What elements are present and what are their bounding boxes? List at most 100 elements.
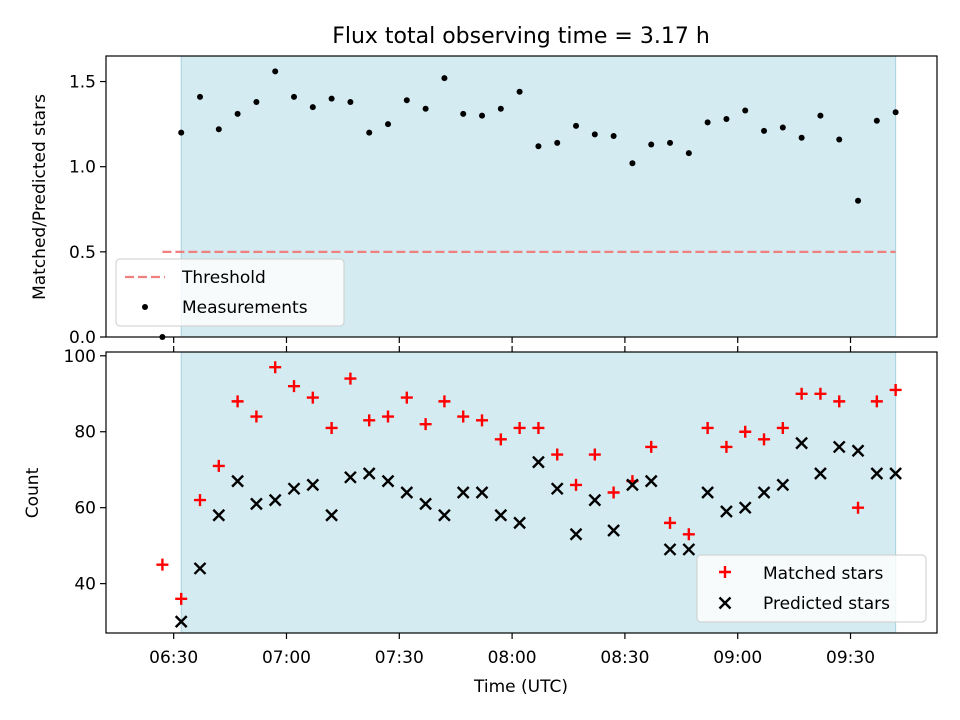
measurement-point (441, 75, 448, 82)
matched-star-point (494, 433, 507, 446)
predicted-star-point (475, 486, 489, 499)
matched-star-point (701, 421, 714, 434)
measurement-point (648, 141, 655, 148)
matched-star-point (588, 448, 601, 461)
y-tick-label-top: 1.0 (69, 158, 96, 178)
matched-star-point (175, 592, 188, 605)
legend-bottom: Matched stars Predicted stars (696, 554, 927, 623)
legend-measurement-label: Measurements (182, 298, 308, 318)
predicted-star-point (438, 508, 451, 522)
matched-star-point (551, 448, 564, 461)
predicted-star-point (720, 505, 733, 518)
predicted-star-point (550, 482, 564, 496)
matched-star-point (682, 528, 695, 541)
y-tick-label-bottom: 60 (74, 499, 96, 519)
measurement-point (535, 143, 542, 150)
predicted-star-point (513, 516, 526, 530)
legend-predicted-swatch (718, 596, 732, 610)
matched-star-point (870, 395, 883, 408)
measurement-point (779, 124, 786, 131)
predicted-star-point (644, 474, 658, 488)
x-tick-label: 07:30 (375, 648, 424, 668)
predicted-star-point (814, 467, 827, 480)
measurement-point (366, 129, 373, 136)
predicted-star-point (494, 508, 508, 522)
matched-star-point (306, 391, 319, 404)
measurement-point (215, 126, 222, 133)
predicted-star-point (532, 455, 545, 469)
y-tick-label-bottom: 80 (74, 423, 96, 443)
matched-star-point (532, 421, 545, 434)
predicted-star-point (663, 543, 677, 556)
predicted-star-point (569, 527, 583, 541)
legend-top: Threshold Measurements (115, 258, 345, 327)
measurement-point (554, 139, 561, 146)
matched-star-point (325, 421, 338, 434)
predicted-star-point (626, 478, 639, 492)
predicted-star-point (250, 497, 263, 511)
chart-title: Flux total observing time = 3.17 h (332, 24, 710, 49)
legend-predicted-label: Predicted stars (763, 594, 890, 614)
measurement-point (272, 68, 279, 75)
predicted-star-point (795, 436, 808, 450)
measurement-point (629, 160, 636, 167)
top-plot-frame (105, 55, 938, 338)
measurement-point (197, 93, 204, 100)
predicted-star-point (870, 467, 884, 480)
matched-star-point (288, 380, 301, 393)
matched-star-point (889, 383, 902, 396)
measurement-point (873, 117, 880, 124)
predicted-star-point (456, 486, 470, 499)
matched-star-point (457, 410, 470, 423)
y-axis-label-bottom: Count (23, 467, 43, 518)
predicted-star-point (174, 615, 188, 628)
predicted-star-point (193, 562, 207, 575)
matched-star-point (194, 494, 207, 507)
measurement-point (253, 98, 260, 105)
x-tick-label: 09:00 (713, 648, 762, 668)
predicted-star-point (344, 470, 357, 484)
matched-star-point (438, 395, 451, 408)
measurement-point (573, 122, 580, 129)
measurement-point (817, 112, 824, 119)
predicted-star-point (306, 478, 320, 492)
y-tick-label-top: 0.0 (69, 328, 96, 348)
measurement-point (685, 150, 692, 157)
bottom-panel: 40 60 80 100 06:30 07:00 07:30 08:00 08:30 09:00 0… (64, 346, 938, 668)
x-tick-label: 09:30 (826, 648, 875, 668)
matched-star-point (250, 410, 263, 423)
legend-bottom-box (696, 554, 927, 623)
matched-star-point (814, 387, 827, 400)
matched-star-point (344, 372, 357, 385)
matched-star-point (513, 421, 526, 434)
predicted-star-point (889, 467, 902, 480)
predicted-star-point (588, 493, 602, 507)
matched-star-point (833, 395, 846, 408)
legend-matched-swatch (719, 566, 731, 578)
measurement-point (385, 121, 392, 128)
matched-star-point (400, 391, 413, 404)
measurement-point (497, 105, 504, 112)
matched-star-point (607, 486, 620, 499)
measurement-point (422, 105, 429, 112)
legend-measurement-swatch (142, 304, 148, 310)
predicted-star-point (212, 508, 226, 522)
measurement-point (742, 107, 749, 114)
matched-star-point (156, 558, 169, 571)
x-tick-label: 08:30 (600, 648, 649, 668)
x-tick-label: 06:30 (149, 648, 198, 668)
measurement-point (516, 88, 523, 95)
top-panel: 0.0 0.5 1.0 1.5 Threshold Measurements (69, 55, 938, 348)
legend-top-box (115, 258, 345, 327)
measurement-point (667, 139, 674, 146)
measurement-point (836, 136, 843, 143)
y-tick-label-bottom: 100 (64, 347, 96, 367)
x-tick-label: 08:00 (488, 648, 537, 668)
matched-star-point (739, 425, 752, 438)
legend-threshold-label: Threshold (181, 268, 266, 288)
y-tick-label-top: 0.5 (69, 243, 96, 263)
predicted-star-point (419, 497, 432, 511)
matched-star-point (231, 395, 244, 408)
measurement-point (610, 133, 617, 140)
